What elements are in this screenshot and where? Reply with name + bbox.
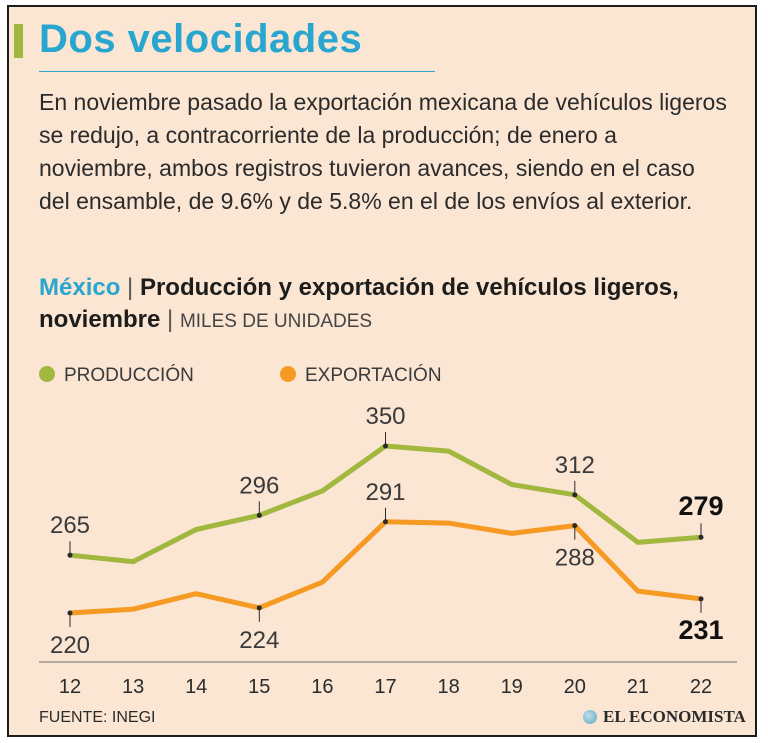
subtitle-country: México [39, 274, 121, 301]
title-accent-bar [14, 24, 23, 58]
data-label: 279 [678, 491, 723, 521]
data-label: 350 [365, 403, 405, 430]
subtitle-separator-2: | [167, 306, 174, 333]
data-label: 220 [50, 632, 90, 659]
legend-label-0: PRODUCCIÓN [64, 364, 194, 386]
series-line-exportacion [67, 519, 704, 616]
subtitle-separator: | [127, 274, 134, 301]
data-label: 231 [678, 615, 723, 645]
x-tick-label: 13 [122, 676, 144, 698]
x-tick-label: 21 [627, 676, 649, 698]
line-chart: PRODUCCIÓN EXPORTACIÓN 12 13 14 15 16 17 18 19 20 2… [39, 364, 737, 698]
x-tick-label: 19 [501, 676, 523, 698]
subtitle-units: MILES DE UNIDADES [179, 311, 373, 332]
title-underline [39, 71, 435, 72]
chart-subtitle: México | Producción y exportación de veh… [39, 272, 739, 338]
legend-marker-1 [280, 366, 296, 382]
data-label-dot [256, 605, 262, 611]
source-note: FUENTE: INEGI [39, 709, 156, 726]
data-label-dot [698, 534, 704, 540]
x-tick-label: 17 [374, 676, 396, 698]
data-label-dot [256, 512, 262, 518]
data-label: 265 [50, 512, 90, 539]
data-label-dot [383, 443, 388, 449]
data-label: 224 [239, 627, 279, 654]
infographic-card: Dos velocidades En noviembre pasado la e… [7, 5, 757, 737]
data-label: 296 [239, 472, 279, 499]
logo-mark-icon [583, 710, 597, 724]
data-label: 291 [365, 479, 405, 506]
publisher-logo: EL ECONOMISTA [583, 707, 746, 727]
x-tick-label: 15 [248, 676, 270, 698]
data-label-dot [67, 552, 73, 558]
data-label-dot [67, 610, 73, 616]
x-tick-label: 18 [437, 676, 459, 698]
logo-text: EL ECONOMISTA [603, 707, 746, 726]
data-label-dot [572, 492, 578, 498]
legend-marker-0 [39, 366, 55, 382]
x-tick-label: 20 [564, 676, 586, 698]
data-label: 312 [555, 452, 595, 479]
description-text: En noviembre pasado la exportación mexic… [39, 89, 727, 214]
x-tick-label: 12 [59, 676, 81, 698]
data-label: 288 [555, 545, 595, 572]
subtitle-main: Producción y exportación de vehículos li… [39, 274, 679, 333]
data-label-dot [383, 519, 388, 525]
x-tick-label: 14 [185, 676, 207, 698]
legend-label-1: EXPORTACIÓN [305, 364, 442, 386]
x-tick-label: 16 [311, 676, 333, 698]
data-label-dot [698, 596, 704, 602]
x-tick-label: 22 [690, 676, 712, 698]
data-label-dot [572, 523, 578, 529]
infographic-title: Dos velocidades [39, 17, 363, 61]
